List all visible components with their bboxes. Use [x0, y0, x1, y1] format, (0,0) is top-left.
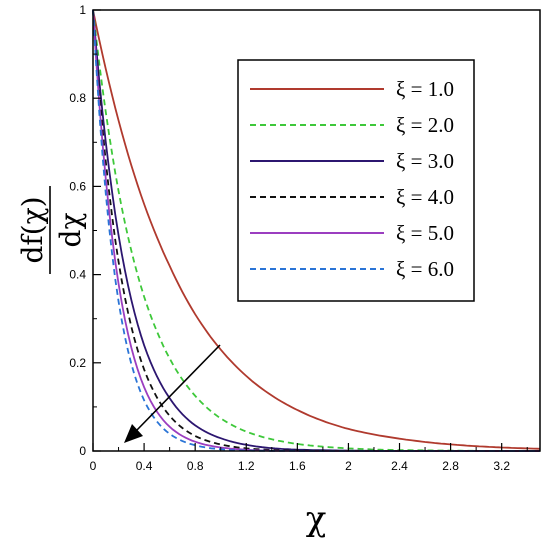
legend-box — [237, 59, 475, 302]
x-axis-title: χ — [306, 499, 327, 539]
trend-arrow-head — [124, 424, 143, 443]
x-tick-label: 2.8 — [442, 459, 459, 473]
legend-label-3: ξ = 3.0 — [396, 149, 454, 173]
x-tick-label: 1.2 — [238, 459, 255, 473]
tick-marks — [92, 9, 528, 452]
y-tick-label: 0.8 — [69, 91, 86, 105]
trend-arrow-shaft — [135, 344, 221, 432]
y-axis-title-numerator: df(χ) — [16, 196, 49, 263]
legend-label-2: ξ = 2.0 — [396, 113, 454, 137]
x-tick-label: 2.4 — [391, 459, 408, 473]
x-tick-label: 0 — [90, 459, 97, 473]
y-tick-label: 0.2 — [69, 356, 86, 370]
y-tick-label: 0 — [79, 444, 86, 458]
y-axis-title-denominator: dχ — [54, 213, 87, 248]
x-tick-label: 0.4 — [136, 459, 153, 473]
trend-arrow — [124, 344, 221, 443]
x-tick-label: 1.6 — [289, 459, 306, 473]
legend-label-4: ξ = 4.0 — [396, 185, 454, 209]
x-tick-labels: 0 0.4 0.8 1.2 1.6 2 2.4 2.8 3.2 — [90, 459, 511, 473]
y-tick-label: 0.4 — [69, 268, 86, 282]
series-line-1 — [92, 9, 541, 450]
series-line-6 — [92, 9, 540, 452]
y-tick-label: 1 — [79, 3, 86, 17]
x-tick-label: 3.2 — [493, 459, 510, 473]
x-tick-label: 2 — [345, 459, 352, 473]
y-tick-label: 0.6 — [69, 179, 86, 193]
x-tick-label: 0.8 — [187, 459, 204, 473]
legend-label-1: ξ = 1.0 — [396, 77, 454, 101]
legend-items: ξ = 1.0 ξ = 2.0 ξ = 3.0 ξ = 4.0 ξ = 5.0 ξ = 6… — [250, 77, 454, 281]
y-axis-title: df(χ) dχ — [16, 186, 87, 274]
y-tick-labels: 0 0.2 0.4 0.6 0.8 1 — [69, 3, 86, 458]
legend: ξ = 1.0 ξ = 2.0 ξ = 3.0 ξ = 4.0 ξ = 5.0 ξ = 6… — [237, 59, 475, 302]
legend-label-5: ξ = 5.0 — [396, 221, 454, 245]
series-line-2 — [92, 9, 540, 452]
legend-label-6: ξ = 6.0 — [396, 257, 454, 281]
